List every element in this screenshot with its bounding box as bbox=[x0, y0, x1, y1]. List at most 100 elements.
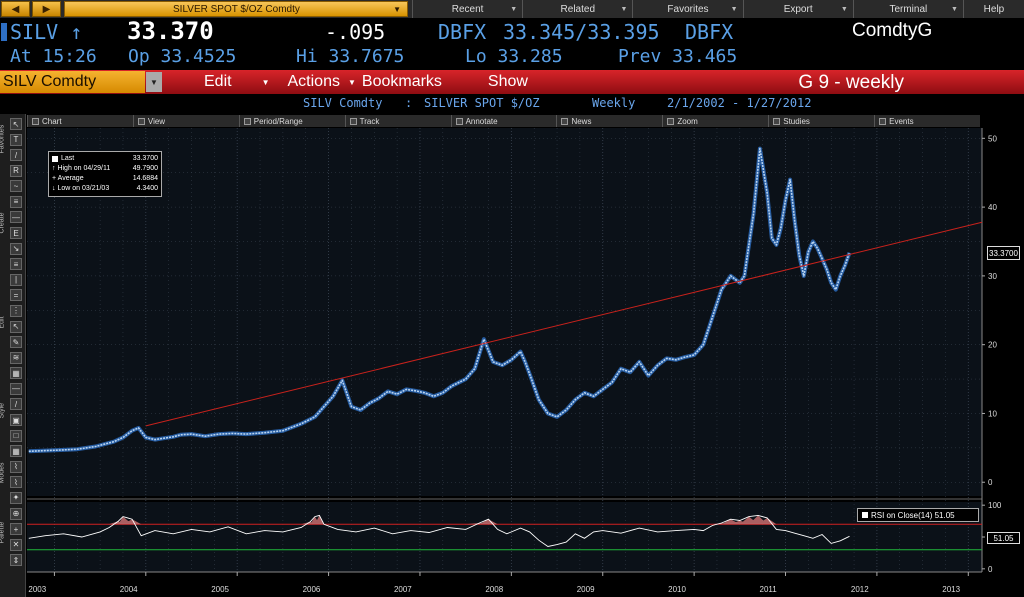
menu-help[interactable]: Help bbox=[962, 0, 1024, 18]
tool-button-11[interactable]: = bbox=[10, 289, 22, 302]
quote-high: Hi 33.7675 bbox=[296, 46, 405, 67]
x-tick-label: 2009 bbox=[577, 585, 595, 594]
tool-button-2[interactable]: / bbox=[10, 149, 22, 162]
quote-last: 33.370 bbox=[127, 17, 214, 45]
news-icon bbox=[561, 117, 569, 125]
period-range-menu[interactable]: Period/Range bbox=[238, 115, 345, 127]
chart-ticker: SILV Comdty bbox=[303, 96, 383, 110]
tool-button-1[interactable]: T bbox=[10, 133, 22, 146]
quote-ticker: SILV ↑ bbox=[10, 20, 83, 44]
tool-button-15[interactable]: ≋ bbox=[10, 351, 22, 364]
legend-row-low: ↓ Low on 03/21/03 4.3400 bbox=[52, 185, 158, 192]
ticker-dropdown[interactable]: ▼ bbox=[146, 72, 162, 92]
x-tick-label: 2011 bbox=[760, 585, 778, 594]
legend-row-high: ↑ High on 04/29/11 49.7900 bbox=[52, 165, 158, 172]
bookmarks-button[interactable]: Bookmarks bbox=[361, 73, 442, 90]
ticker-input[interactable]: SILV Comdty bbox=[0, 71, 145, 93]
zoom-icon bbox=[667, 117, 675, 125]
function-title: G 9 - weekly bbox=[798, 72, 904, 93]
tool-button-7[interactable]: E bbox=[10, 227, 22, 240]
tool-button-19[interactable]: ▣ bbox=[10, 414, 22, 427]
tool-button-24[interactable]: ✦ bbox=[10, 491, 22, 504]
news-menu[interactable]: News bbox=[556, 115, 662, 127]
tool-button-21[interactable]: ▦ bbox=[10, 445, 22, 458]
tool-button-16[interactable]: ▦ bbox=[10, 367, 22, 380]
tool-button-5[interactable]: ≡ bbox=[10, 195, 22, 208]
chevron-down-icon: ▼ bbox=[730, 5, 738, 13]
chart-header: SILV Comdty : SILVER SPOT $/OZ Weekly 2/… bbox=[0, 96, 1024, 112]
annotate-menu[interactable]: Annotate bbox=[450, 115, 557, 127]
quote-change: -.095 bbox=[325, 20, 386, 44]
tool-button-20[interactable]: □ bbox=[10, 429, 22, 442]
chart-period: Weekly bbox=[592, 96, 636, 110]
x-tick-label: 2010 bbox=[668, 585, 686, 594]
quote-bid-ask: 33.345/33.395 bbox=[503, 20, 660, 44]
menu-related[interactable]: Related ▼ bbox=[522, 0, 632, 18]
quote-low: Lo 33.285 bbox=[465, 46, 563, 67]
menu-favorites[interactable]: Favorites ▼ bbox=[632, 0, 742, 18]
x-tick-label: 2013 bbox=[942, 585, 960, 594]
tool-button-9[interactable]: ≡ bbox=[10, 258, 22, 271]
tool-button-14[interactable]: ✎ bbox=[10, 336, 22, 349]
y-tick-label: 30 bbox=[988, 272, 997, 281]
show-button[interactable]: Show bbox=[487, 73, 528, 90]
legend-row-last: Last 33.3700 bbox=[52, 154, 158, 164]
tool-button-3[interactable]: R bbox=[10, 164, 22, 177]
chart-legend[interactable]: Last 33.3700 ↑ High on 04/29/11 49.7900 + … bbox=[48, 151, 162, 197]
tool-button-12[interactable]: ⋮ bbox=[10, 304, 22, 317]
price-series-line bbox=[28, 147, 851, 453]
chevron-down-icon: ▼ bbox=[951, 5, 958, 13]
tool-button-0[interactable]: ↖ bbox=[10, 118, 22, 130]
security-dropdown[interactable]: SILVER SPOT $/OZ Comdty ▼ bbox=[64, 1, 408, 17]
tool-button-23[interactable]: ⌇ bbox=[10, 476, 22, 489]
studies-menu[interactable]: Studies bbox=[768, 115, 874, 127]
chevron-down-icon: ▼ bbox=[393, 5, 401, 14]
tool-button-10[interactable]: | bbox=[10, 273, 22, 286]
zoom-menu[interactable]: Zoom bbox=[662, 115, 768, 127]
quote-open: Op 33.4525 bbox=[128, 46, 237, 67]
tool-button-26[interactable]: + bbox=[10, 523, 22, 536]
quote-source: DBFX bbox=[438, 20, 487, 44]
x-axis-band bbox=[27, 572, 982, 597]
quote-prev: Prev 33.465 bbox=[618, 46, 738, 67]
edit-button[interactable]: Edit ▼ bbox=[204, 73, 270, 90]
events-menu[interactable]: Events bbox=[874, 115, 980, 127]
tool-button-18[interactable]: / bbox=[10, 398, 22, 411]
chevron-down-icon: ▼ bbox=[840, 5, 848, 13]
chart-separator: : bbox=[405, 96, 413, 110]
tool-button-17[interactable]: — bbox=[10, 382, 22, 395]
square-icon bbox=[862, 512, 868, 518]
rsi-legend[interactable]: RSI on Close(14) 51.05 bbox=[857, 508, 979, 522]
trend-line bbox=[145, 221, 983, 427]
view-menu[interactable]: View bbox=[132, 115, 239, 127]
view-icon bbox=[137, 117, 145, 125]
back-button[interactable]: ◀ bbox=[1, 1, 30, 17]
quote-time: At 15:26 bbox=[10, 46, 97, 67]
forward-button[interactable]: ▶ bbox=[32, 1, 61, 17]
menu-export[interactable]: Export ▼ bbox=[742, 0, 853, 18]
tool-button-8[interactable]: ↘ bbox=[10, 242, 22, 255]
menu-recent[interactable]: Recent ▼ bbox=[412, 0, 522, 18]
tool-button-25[interactable]: ⊕ bbox=[10, 507, 22, 520]
rsi-tick-label: 0 bbox=[988, 565, 993, 574]
tool-button-27[interactable]: ✕ bbox=[10, 538, 22, 551]
tool-button-6[interactable]: — bbox=[10, 211, 22, 224]
chart-menu[interactable]: Chart bbox=[27, 115, 133, 127]
security-name: SILVER SPOT $/OZ Comdty bbox=[173, 3, 300, 15]
top-menu-bar: ◀ ▶ SILVER SPOT $/OZ Comdty ▼ Recent ▼ Re… bbox=[0, 0, 1024, 18]
tool-button-4[interactable]: ~ bbox=[10, 180, 22, 193]
top-menu: Recent ▼ Related ▼ Favorites ▼ Export ▼ Term… bbox=[412, 0, 1024, 18]
y-tick-label: 40 bbox=[988, 203, 997, 212]
quote-source-2: DBFX bbox=[685, 20, 734, 44]
chart-icon bbox=[32, 117, 39, 125]
track-menu[interactable]: Track bbox=[344, 115, 451, 127]
tool-button-13[interactable]: ↖ bbox=[10, 320, 22, 333]
tool-button-22[interactable]: ⌇ bbox=[10, 460, 22, 473]
y-tick-label: 0 bbox=[988, 478, 993, 487]
tool-button-28[interactable]: ⇕ bbox=[10, 554, 22, 567]
actions-button[interactable]: Actions ▼ bbox=[287, 73, 356, 90]
chevron-down-icon: ▼ bbox=[510, 5, 518, 13]
menu-terminal[interactable]: Terminal ▼ bbox=[852, 0, 963, 18]
rsi-panel bbox=[27, 502, 982, 572]
